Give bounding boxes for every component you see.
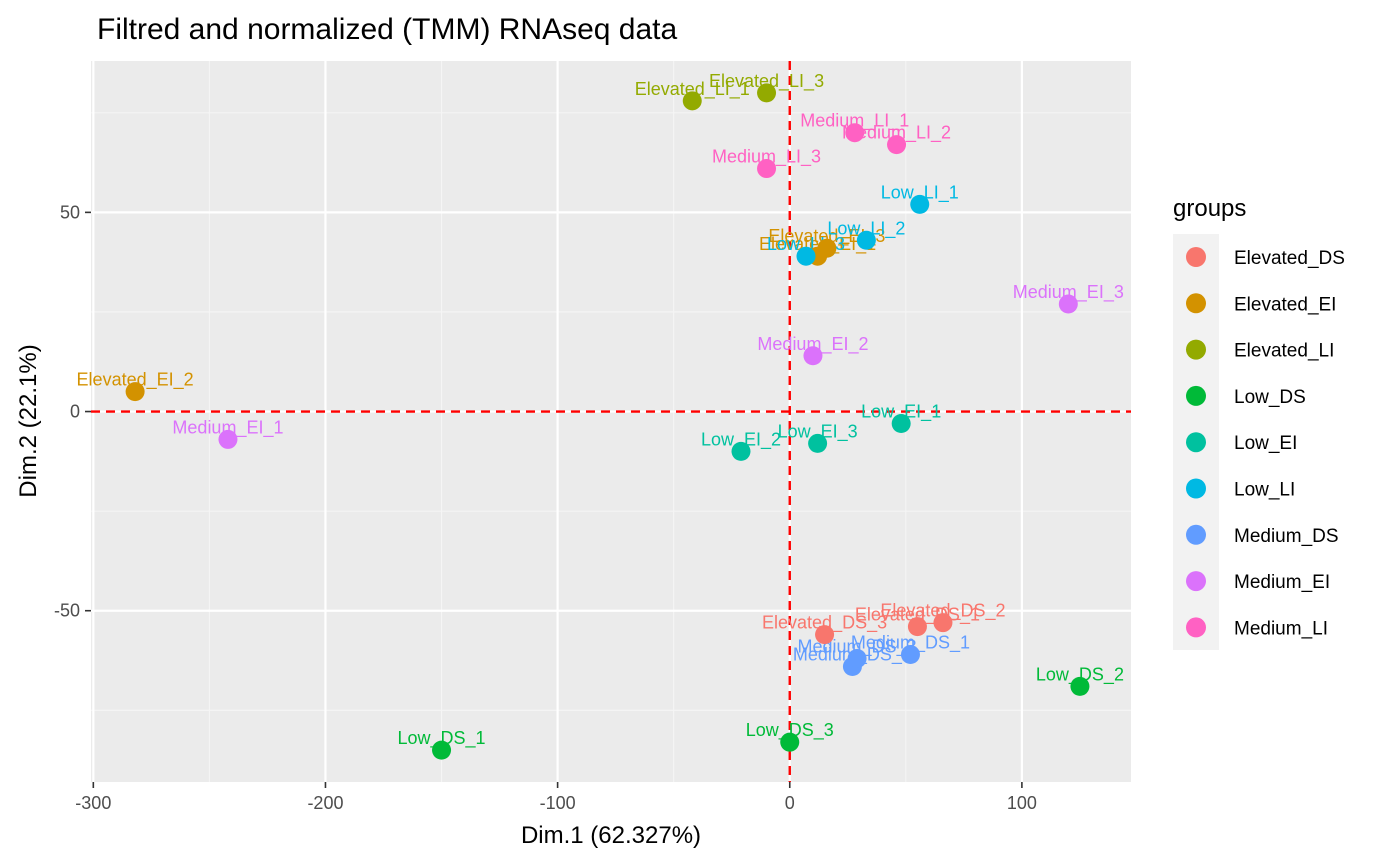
point-label: Medium_LI_3 bbox=[712, 147, 821, 168]
legend-label: Medium_DS bbox=[1234, 526, 1339, 547]
data-point bbox=[856, 230, 876, 250]
legend-key bbox=[1186, 617, 1206, 638]
legend-label: Low_EI bbox=[1234, 433, 1297, 454]
point-label: Low_LI_1 bbox=[881, 182, 959, 203]
legend-key bbox=[1186, 524, 1206, 545]
legend-key bbox=[1186, 247, 1206, 267]
x-axis-title: Dim.1 (62.327%) bbox=[521, 822, 701, 849]
legend-entries: Elevated_DS Elevated_EI Elevated_LI Low_DS L… bbox=[1186, 247, 1345, 639]
point-label: Elevated_LI_3 bbox=[709, 71, 824, 92]
data-point bbox=[815, 625, 835, 645]
point-label: Medium_LI_2 bbox=[842, 123, 951, 144]
data-point bbox=[817, 238, 837, 258]
legend-title: groups bbox=[1173, 195, 1246, 222]
point-label: Low_EI_1 bbox=[861, 401, 941, 422]
data-point bbox=[887, 135, 907, 155]
data-point bbox=[1070, 676, 1090, 696]
legend-key bbox=[1186, 571, 1206, 592]
data-point bbox=[847, 649, 867, 669]
data-point bbox=[731, 441, 751, 461]
x-axis-ticks: -300 -200 -100 0 100 bbox=[75, 782, 1037, 813]
point-label: Elevated_LI_1 bbox=[635, 79, 750, 100]
data-point bbox=[757, 159, 777, 179]
grid-lines bbox=[91, 61, 1131, 782]
data-point bbox=[907, 617, 927, 637]
point-label: Medium_LI_1 bbox=[800, 111, 909, 132]
data-point bbox=[682, 91, 702, 111]
data-point bbox=[218, 429, 238, 449]
data-point bbox=[845, 123, 865, 143]
point-label: Low_DS_1 bbox=[398, 728, 486, 749]
legend-key bbox=[1186, 293, 1206, 314]
legend-label: Elevated_EI bbox=[1234, 294, 1336, 315]
point-label: Medium_DS_1 bbox=[851, 633, 970, 654]
legend-label: Elevated_LI bbox=[1234, 341, 1334, 362]
legend-key bbox=[1186, 385, 1206, 406]
data-point bbox=[910, 194, 930, 214]
point-label: Elevated_DS_2 bbox=[880, 601, 1005, 622]
point-label: Medium_EI_2 bbox=[757, 334, 868, 355]
data-point bbox=[891, 413, 911, 433]
x-tick-label: -200 bbox=[307, 793, 343, 813]
point-label: Low_DS_3 bbox=[746, 720, 834, 741]
data-point bbox=[432, 740, 452, 760]
data-point bbox=[933, 613, 953, 633]
data-point bbox=[125, 382, 145, 402]
point-label: Low_EI_2 bbox=[701, 429, 781, 450]
point-label: Medium_EI_1 bbox=[172, 417, 283, 438]
legend: groups Elevated_DS Elevated_EI Elevated_LI… bbox=[1173, 195, 1345, 650]
data-points bbox=[125, 83, 1090, 760]
data-point bbox=[900, 645, 920, 665]
x-tick-label: -300 bbox=[75, 793, 111, 813]
x-tick-label: 100 bbox=[1007, 793, 1037, 813]
x-tick-label: 0 bbox=[785, 793, 795, 813]
legend-label: Low_DS bbox=[1234, 387, 1306, 408]
reference-lines bbox=[91, 61, 1131, 782]
point-label: Low_LI_2 bbox=[827, 218, 905, 239]
legend-label: Medium_LI bbox=[1234, 618, 1328, 639]
point-label: Elevated_EI_3 bbox=[768, 226, 885, 247]
legend-label: Elevated_DS bbox=[1234, 248, 1345, 269]
point-label: Medium_EI_3 bbox=[1013, 282, 1124, 303]
y-tick-label: 50 bbox=[60, 202, 80, 222]
x-tick-label: -100 bbox=[540, 793, 576, 813]
y-axis-ticks: -50 0 50 bbox=[54, 202, 91, 621]
data-point bbox=[796, 246, 816, 266]
point-label: Elevated_DS_3 bbox=[762, 613, 887, 634]
legend-label: Low_LI bbox=[1234, 480, 1295, 501]
point-label: Elevated_EI_2 bbox=[77, 370, 194, 391]
legend-key bbox=[1186, 478, 1206, 499]
y-tick-label: 0 bbox=[70, 402, 80, 422]
data-point bbox=[803, 346, 823, 366]
point-label: Low_EI_3 bbox=[778, 421, 858, 442]
legend-key bbox=[1186, 432, 1206, 453]
legend-label: Medium_EI bbox=[1234, 572, 1330, 593]
legend-key bbox=[1186, 339, 1206, 360]
data-point bbox=[1058, 294, 1078, 314]
y-axis-title: Dim.2 (22.1%) bbox=[15, 344, 42, 497]
data-point bbox=[757, 83, 777, 103]
plot-panel bbox=[91, 61, 1131, 782]
data-point bbox=[780, 732, 800, 752]
y-tick-label: -50 bbox=[54, 601, 80, 621]
data-point bbox=[808, 433, 828, 453]
chart-title: Filtred and normalized (TMM) RNAseq data bbox=[97, 13, 678, 46]
point-label: Low_DS_2 bbox=[1036, 664, 1124, 685]
point-label: Elevated_EI_1 bbox=[759, 234, 876, 255]
